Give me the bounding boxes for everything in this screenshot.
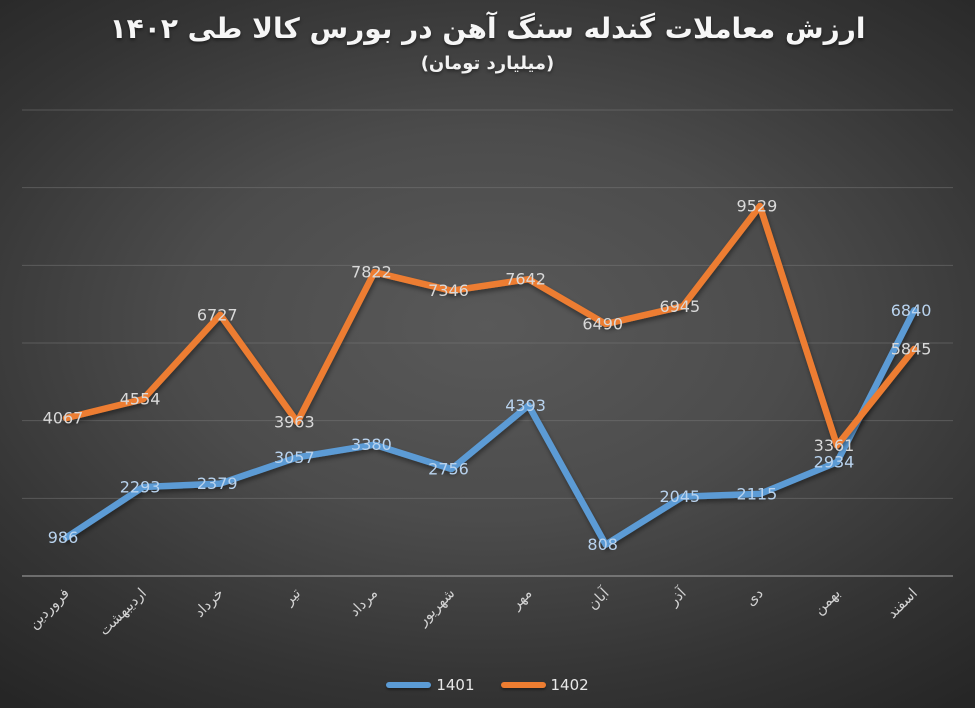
data-label-1402-اسفند: 5845 [891,340,932,359]
x-axis-month-labels: فروردین اردیبهشت خرداد تیر مرداد شهریور مهر آبا… [26,583,921,639]
chart-title: ارزش معاملات گندله سنگ آهن در بورس کالا … [109,12,866,45]
legend-item-1401[interactable]: 1401 [386,676,475,694]
data-label-1402-تیر: 3963 [274,413,315,432]
data-label-1401-خرداد: 2379 [197,474,238,493]
month-label-1: اردیبهشت [96,586,150,640]
data-label-1402-اردیبهشت: 4554 [120,390,161,409]
series-lines [62,202,918,548]
data-label-1401-اسفند: 6840 [891,301,932,320]
legend-label-1402: 1402 [550,676,589,694]
data-label-1401-فروردین: 986 [48,528,79,547]
data-label-1401-آبان: 808 [587,535,618,554]
gridlines [22,109,953,577]
month-label-4: مرداد [347,586,381,620]
series-line-1402[interactable] [62,202,918,449]
data-label-1402-مهر: 7642 [505,270,546,289]
month-label-5: شهریور [414,586,458,630]
data-label-1402-دی: 9529 [737,197,778,216]
month-label-10: بهمن [811,586,844,619]
month-label-8: آذر [664,583,690,609]
month-label-9: دی [743,586,767,610]
month-label-2: خرداد [192,586,227,621]
data-label-1401-اردیبهشت: 2293 [120,478,161,497]
legend-swatch-1401 [386,682,432,688]
data-label-1402-شهریور: 7346 [428,281,469,300]
data-label-1401-مهر: 4393 [505,396,546,415]
data-label-1402-بهمن: 3361 [814,436,855,455]
chart-subtitle: (میلیارد تومان) [420,53,555,74]
month-label-3: تیر [280,586,304,610]
data-label-1401-دی: 2115 [737,484,778,503]
data-label-1402-خرداد: 6727 [197,305,238,324]
data-label-1402-مرداد: 7822 [351,263,392,282]
legend-item-1402[interactable]: 1402 [500,676,589,694]
data-label-1401-شهریور: 2756 [428,460,469,479]
data-label-1402-آبان: 6490 [582,315,623,334]
data-label-1401-آذر: 2045 [659,487,700,506]
data-label-1401-تیر: 3057 [274,448,315,467]
month-label-11: اسفند [885,586,921,622]
data-label-1402-آذر: 6945 [659,297,700,316]
month-label-0: فروردین [26,586,73,633]
data-label-1401-مرداد: 3380 [351,435,392,454]
chart-legend: 1401 1402 [0,676,975,694]
data-label-1402-فروردین: 4067 [43,409,84,428]
series-line-1401[interactable] [62,307,918,548]
month-label-7: آبان [583,583,613,613]
data-labels: 986 2293 2379 3057 3380 2756 4393 808 2045 2115 29… [43,197,932,555]
legend-swatch-1402 [500,682,546,688]
month-label-6: مهر [508,586,536,614]
data-label-1401-بهمن: 2934 [814,453,855,472]
legend-label-1401: 1401 [436,676,475,694]
